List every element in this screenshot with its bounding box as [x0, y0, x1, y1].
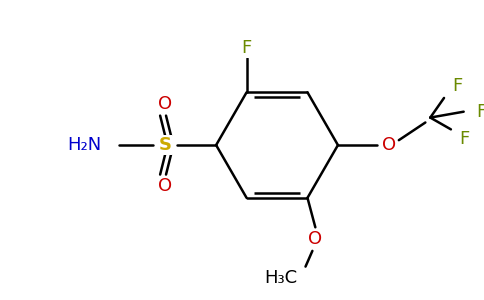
Text: H₃C: H₃C — [265, 269, 298, 287]
Text: S: S — [159, 136, 171, 154]
Text: O: O — [158, 95, 172, 113]
Text: O: O — [308, 230, 322, 248]
Text: F: F — [476, 103, 484, 121]
Text: O: O — [382, 136, 396, 154]
Text: F: F — [453, 77, 463, 95]
Text: H₂N: H₂N — [67, 136, 101, 154]
Text: F: F — [459, 130, 470, 148]
Text: F: F — [242, 39, 252, 57]
Text: O: O — [158, 177, 172, 195]
